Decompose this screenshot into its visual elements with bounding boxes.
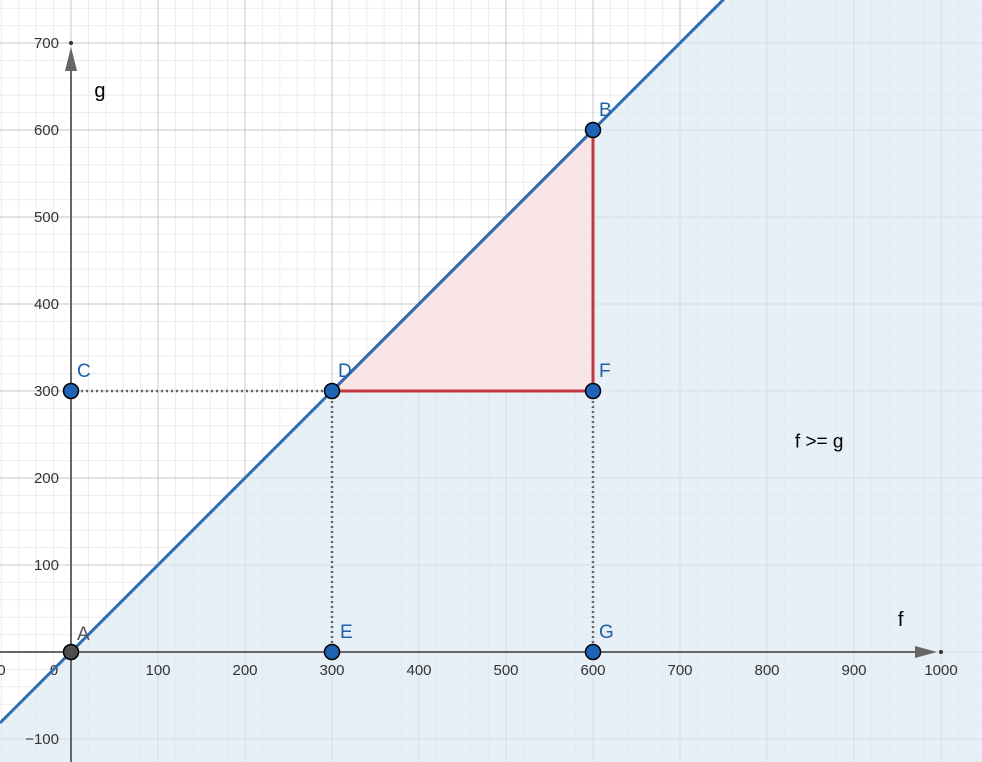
y-tick-label: 600 xyxy=(34,122,59,139)
point-labels: A B C D E F G xyxy=(77,100,614,645)
y-tick-label: 400 xyxy=(34,296,59,313)
y-tick-label: 500 xyxy=(34,209,59,226)
point-A[interactable] xyxy=(62,643,80,661)
point-E[interactable] xyxy=(323,643,341,661)
x-tick-label: 300 xyxy=(319,662,344,679)
x-tick-label: 200 xyxy=(232,662,257,679)
point-label-A: A xyxy=(77,624,90,645)
point-label-B: B xyxy=(599,100,612,121)
point-label-F: F xyxy=(599,361,611,382)
y-axis-arrow-icon xyxy=(65,47,77,71)
y-tick-label: 200 xyxy=(34,470,59,487)
point-F[interactable] xyxy=(584,382,602,400)
origin-label: 0 xyxy=(0,662,6,679)
points xyxy=(62,121,602,661)
x-tick-label: 400 xyxy=(406,662,431,679)
point-D[interactable] xyxy=(323,382,341,400)
region-annotation: f >= g xyxy=(795,432,844,453)
point-label-D: D xyxy=(338,361,352,382)
y-tick-label: −100 xyxy=(25,731,59,748)
x-tick-label: 100 xyxy=(145,662,170,679)
y-tick-label: 300 xyxy=(34,383,59,400)
point-label-C: C xyxy=(77,361,91,382)
tick-labels: 100 200 300 400 500 600 700 800 900 1000 −100 100 20… xyxy=(0,35,958,748)
y-tick-label: 700 xyxy=(34,35,59,52)
x-tick-label: 500 xyxy=(493,662,518,679)
dotted-guides xyxy=(71,389,595,652)
point-label-G: G xyxy=(599,622,614,643)
x-axis-arrow-icon xyxy=(915,646,937,658)
point-G[interactable] xyxy=(584,643,602,661)
point-B[interactable] xyxy=(584,121,602,139)
x-tick-label: 800 xyxy=(754,662,779,679)
y-axis-end-dot xyxy=(69,41,73,45)
x-axis-label: f xyxy=(898,609,904,631)
y-axis-label: g xyxy=(94,80,105,102)
x-tick-label: 700 xyxy=(667,662,692,679)
x-tick-label: 900 xyxy=(841,662,866,679)
point-label-E: E xyxy=(340,622,353,643)
x-tick-label: 600 xyxy=(580,662,605,679)
point-C[interactable] xyxy=(62,382,80,400)
x-tick-label: 1000 xyxy=(924,662,957,679)
y-tick-label: 100 xyxy=(34,557,59,574)
line-f-equals-g[interactable] xyxy=(0,0,982,725)
x-axis-end-dot xyxy=(939,650,943,654)
